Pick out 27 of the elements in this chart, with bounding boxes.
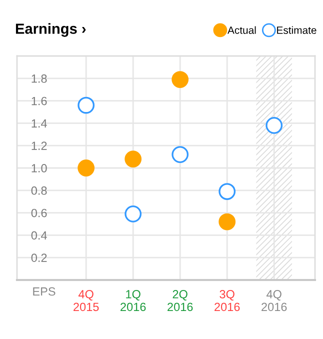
y-tick-label: 0.4 [31,231,47,240]
x-tick-label: 2Q 2016 [168,290,193,312]
y-tick-label: 1.2 [32,142,47,150]
y-tick-label: 0.8 [31,186,47,195]
chart-title: Earnings › [16,23,86,37]
point [124,150,142,168]
x-tick-label: 1Q 2016 [120,290,146,312]
y-tick-label: 1.6 [32,96,47,106]
x-tick-label: 3Q 2016 [214,290,240,312]
point [266,117,283,134]
x-tick-label: 4Q 2015 [74,290,99,312]
legend-label: Actual [228,26,256,34]
y-tick-label: 1.0 [32,164,47,172]
point [124,205,142,222]
point [218,183,236,200]
point [172,146,189,163]
point [78,96,95,114]
point [78,160,95,176]
point [172,71,189,88]
x-tick-label: 4Q 2016 [262,290,287,312]
y-tick-label: 1.8 [32,74,47,83]
point [218,213,236,230]
x-axis-title: EPS [33,287,56,296]
y-tick-label: 0.2 [31,254,47,262]
legend-label: Estimate [277,26,316,34]
y-tick-label: 1.4 [32,119,47,128]
y-tick-label: 0.6 [31,208,47,218]
